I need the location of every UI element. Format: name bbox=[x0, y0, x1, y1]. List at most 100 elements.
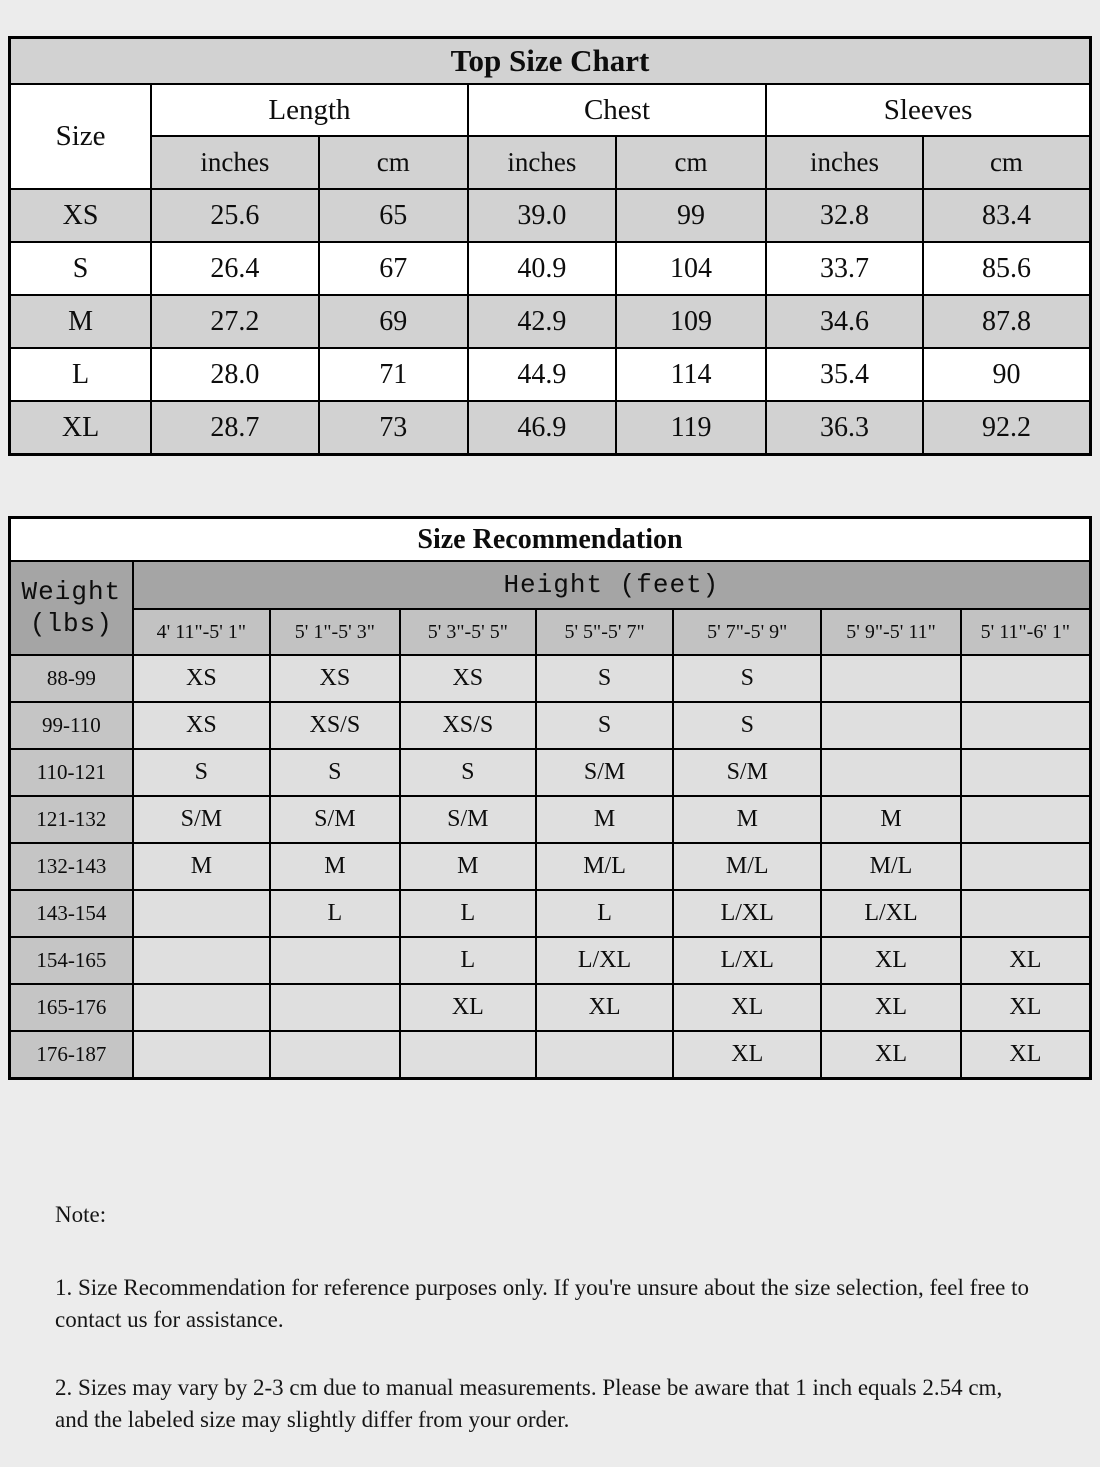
recommended-size-cell: S bbox=[269, 748, 401, 797]
unit-header-cm: cm bbox=[317, 135, 469, 190]
weight-range-cell: 121-132 bbox=[8, 795, 134, 844]
recommended-size-cell bbox=[269, 936, 401, 985]
col-header-length: Length bbox=[150, 83, 469, 137]
size-chart-group-header-row: Size Length Chest Sleeves bbox=[8, 83, 1092, 190]
recommended-size-cell bbox=[131, 889, 272, 938]
length-inches-cell: 28.7 bbox=[150, 400, 320, 456]
height-range-header: 5' 11"-6' 1" bbox=[959, 608, 1092, 656]
note-item: 1. Size Recommendation for reference pur… bbox=[55, 1275, 1030, 1332]
recommended-size-cell: L bbox=[398, 936, 537, 985]
length-inches-cell: 28.0 bbox=[150, 347, 320, 402]
recommended-size-cell bbox=[959, 701, 1092, 750]
recommended-size-cell: XL bbox=[959, 1030, 1092, 1080]
length-cm-cell: 69 bbox=[317, 294, 469, 349]
size-chart-row: M 27.2 69 42.9 109 34.6 87.8 bbox=[8, 294, 1092, 349]
weight-range-cell: 143-154 bbox=[8, 889, 134, 938]
size-cell: M bbox=[8, 294, 153, 349]
sleeves-cm-cell: 87.8 bbox=[921, 294, 1092, 349]
recommended-size-cell: S bbox=[131, 748, 272, 797]
recommended-size-cell: L bbox=[534, 889, 675, 938]
note-section: Note: 1. Size Recommendation for referen… bbox=[8, 1202, 1092, 1436]
recommended-size-cell: M/L bbox=[820, 842, 962, 891]
sleeves-cm-cell: 83.4 bbox=[921, 188, 1092, 243]
recommended-size-cell: S/M bbox=[398, 795, 537, 844]
top-size-chart-table: Top Size Chart Size Length Chest Sleeves… bbox=[8, 36, 1092, 456]
chest-inches-cell: 46.9 bbox=[466, 400, 617, 456]
unit-header-inches: inches bbox=[765, 135, 924, 190]
recommended-size-cell bbox=[820, 654, 962, 703]
recommended-size-cell: XS bbox=[131, 654, 272, 703]
chest-cm-cell: 104 bbox=[614, 241, 768, 296]
size-chart-row: L 28.0 71 44.9 114 35.4 90 bbox=[8, 347, 1092, 402]
weight-header-unit: (lbs) bbox=[29, 609, 113, 639]
size-chart-row: S 26.4 67 40.9 104 33.7 85.6 bbox=[8, 241, 1092, 296]
unit-header-inches: inches bbox=[466, 135, 617, 190]
weight-range-cell: 154-165 bbox=[8, 936, 134, 985]
weight-header-label: Weight bbox=[21, 576, 122, 607]
size-chart-row: XL 28.7 73 46.9 119 36.3 92.2 bbox=[8, 400, 1092, 456]
recommended-size-cell bbox=[131, 983, 272, 1032]
recommendation-row: 121-132 S/M S/M S/M M M M bbox=[8, 795, 1092, 844]
weight-range-cell: 176-187 bbox=[8, 1030, 134, 1080]
chest-cm-cell: 114 bbox=[614, 347, 768, 402]
size-chart-title: Top Size Chart bbox=[8, 36, 1092, 85]
chest-inches-cell: 40.9 bbox=[466, 241, 617, 296]
recommended-size-cell: S bbox=[534, 701, 675, 750]
height-header: Height (feet) bbox=[131, 560, 1092, 610]
height-range-header: 4' 11"-5' 1" bbox=[131, 608, 272, 656]
length-cm-cell: 73 bbox=[317, 400, 469, 456]
recommended-size-cell: M bbox=[269, 842, 401, 891]
length-cm-cell: 65 bbox=[317, 188, 469, 243]
recommendation-body: 88-99 XS XS XS S S 99-110 XS XS/S XS/S S… bbox=[8, 654, 1092, 1080]
recommended-size-cell: S/M bbox=[269, 795, 401, 844]
recommendation-row: 143-154 L L L L/XL L/XL bbox=[8, 889, 1092, 938]
recommended-size-cell: XL bbox=[959, 936, 1092, 985]
height-range-header: 5' 3"-5' 5" bbox=[398, 608, 537, 656]
size-cell: XL bbox=[8, 400, 153, 456]
recommended-size-cell bbox=[269, 983, 401, 1032]
sleeves-inches-cell: 34.6 bbox=[765, 294, 924, 349]
recommended-size-cell: M/L bbox=[534, 842, 675, 891]
height-range-header: 5' 9"-5' 11" bbox=[820, 608, 962, 656]
height-range-header-row: 4' 11"-5' 1" 5' 1"-5' 3" 5' 3"-5' 5" 5' … bbox=[10, 608, 1092, 656]
recommended-size-cell: S/M bbox=[131, 795, 272, 844]
chest-cm-cell: 109 bbox=[614, 294, 768, 349]
recommended-size-cell: XL bbox=[672, 1030, 823, 1080]
recommendation-row: 176-187 XL XL XL bbox=[8, 1030, 1092, 1080]
unit-header-cm: cm bbox=[921, 135, 1092, 190]
sleeves-inches-cell: 35.4 bbox=[765, 347, 924, 402]
col-header-sleeves: Sleeves bbox=[765, 83, 1092, 137]
sleeves-inches-cell: 36.3 bbox=[765, 400, 924, 456]
recommended-size-cell: XS bbox=[269, 654, 401, 703]
recommended-size-cell: L/XL bbox=[672, 936, 823, 985]
length-cm-cell: 67 bbox=[317, 241, 469, 296]
recommendation-row: 165-176 XL XL XL XL XL bbox=[8, 983, 1092, 1032]
recommended-size-cell: S bbox=[672, 654, 823, 703]
recommended-size-cell: S bbox=[672, 701, 823, 750]
unit-header-cm: cm bbox=[614, 135, 768, 190]
recommended-size-cell: XS/S bbox=[269, 701, 401, 750]
size-cell: XS bbox=[8, 188, 153, 243]
size-recommendation-table: Size Recommendation Weight (lbs) Height … bbox=[8, 516, 1092, 1080]
recommended-size-cell: XL bbox=[820, 983, 962, 1032]
weight-range-cell: 88-99 bbox=[8, 654, 134, 703]
col-header-chest: Chest bbox=[466, 83, 768, 137]
recommendation-row: 99-110 XS XS/S XS/S S S bbox=[8, 701, 1092, 750]
page: Top Size Chart Size Length Chest Sleeves… bbox=[8, 36, 1092, 1436]
recommended-size-cell bbox=[820, 748, 962, 797]
recommendation-header: Size Recommendation Weight (lbs) Height … bbox=[8, 516, 1092, 656]
recommended-size-cell: M bbox=[534, 795, 675, 844]
size-cell: L bbox=[8, 347, 153, 402]
recommended-size-cell: L/XL bbox=[672, 889, 823, 938]
recommendation-row: 132-143 M M M M/L M/L M/L bbox=[8, 842, 1092, 891]
length-inches-cell: 26.4 bbox=[150, 241, 320, 296]
recommended-size-cell bbox=[959, 654, 1092, 703]
height-range-header: 5' 5"-5' 7" bbox=[534, 608, 675, 656]
size-chart-unit-header-row: inches cm inches cm inches cm bbox=[10, 135, 1092, 190]
weight-range-cell: 99-110 bbox=[8, 701, 134, 750]
weight-range-cell: 132-143 bbox=[8, 842, 134, 891]
recommended-size-cell: M/L bbox=[672, 842, 823, 891]
recommended-size-cell: L/XL bbox=[534, 936, 675, 985]
recommended-size-cell: L bbox=[398, 889, 537, 938]
note-item: 2. Sizes may vary by 2-3 cm due to manua… bbox=[55, 1375, 1003, 1432]
